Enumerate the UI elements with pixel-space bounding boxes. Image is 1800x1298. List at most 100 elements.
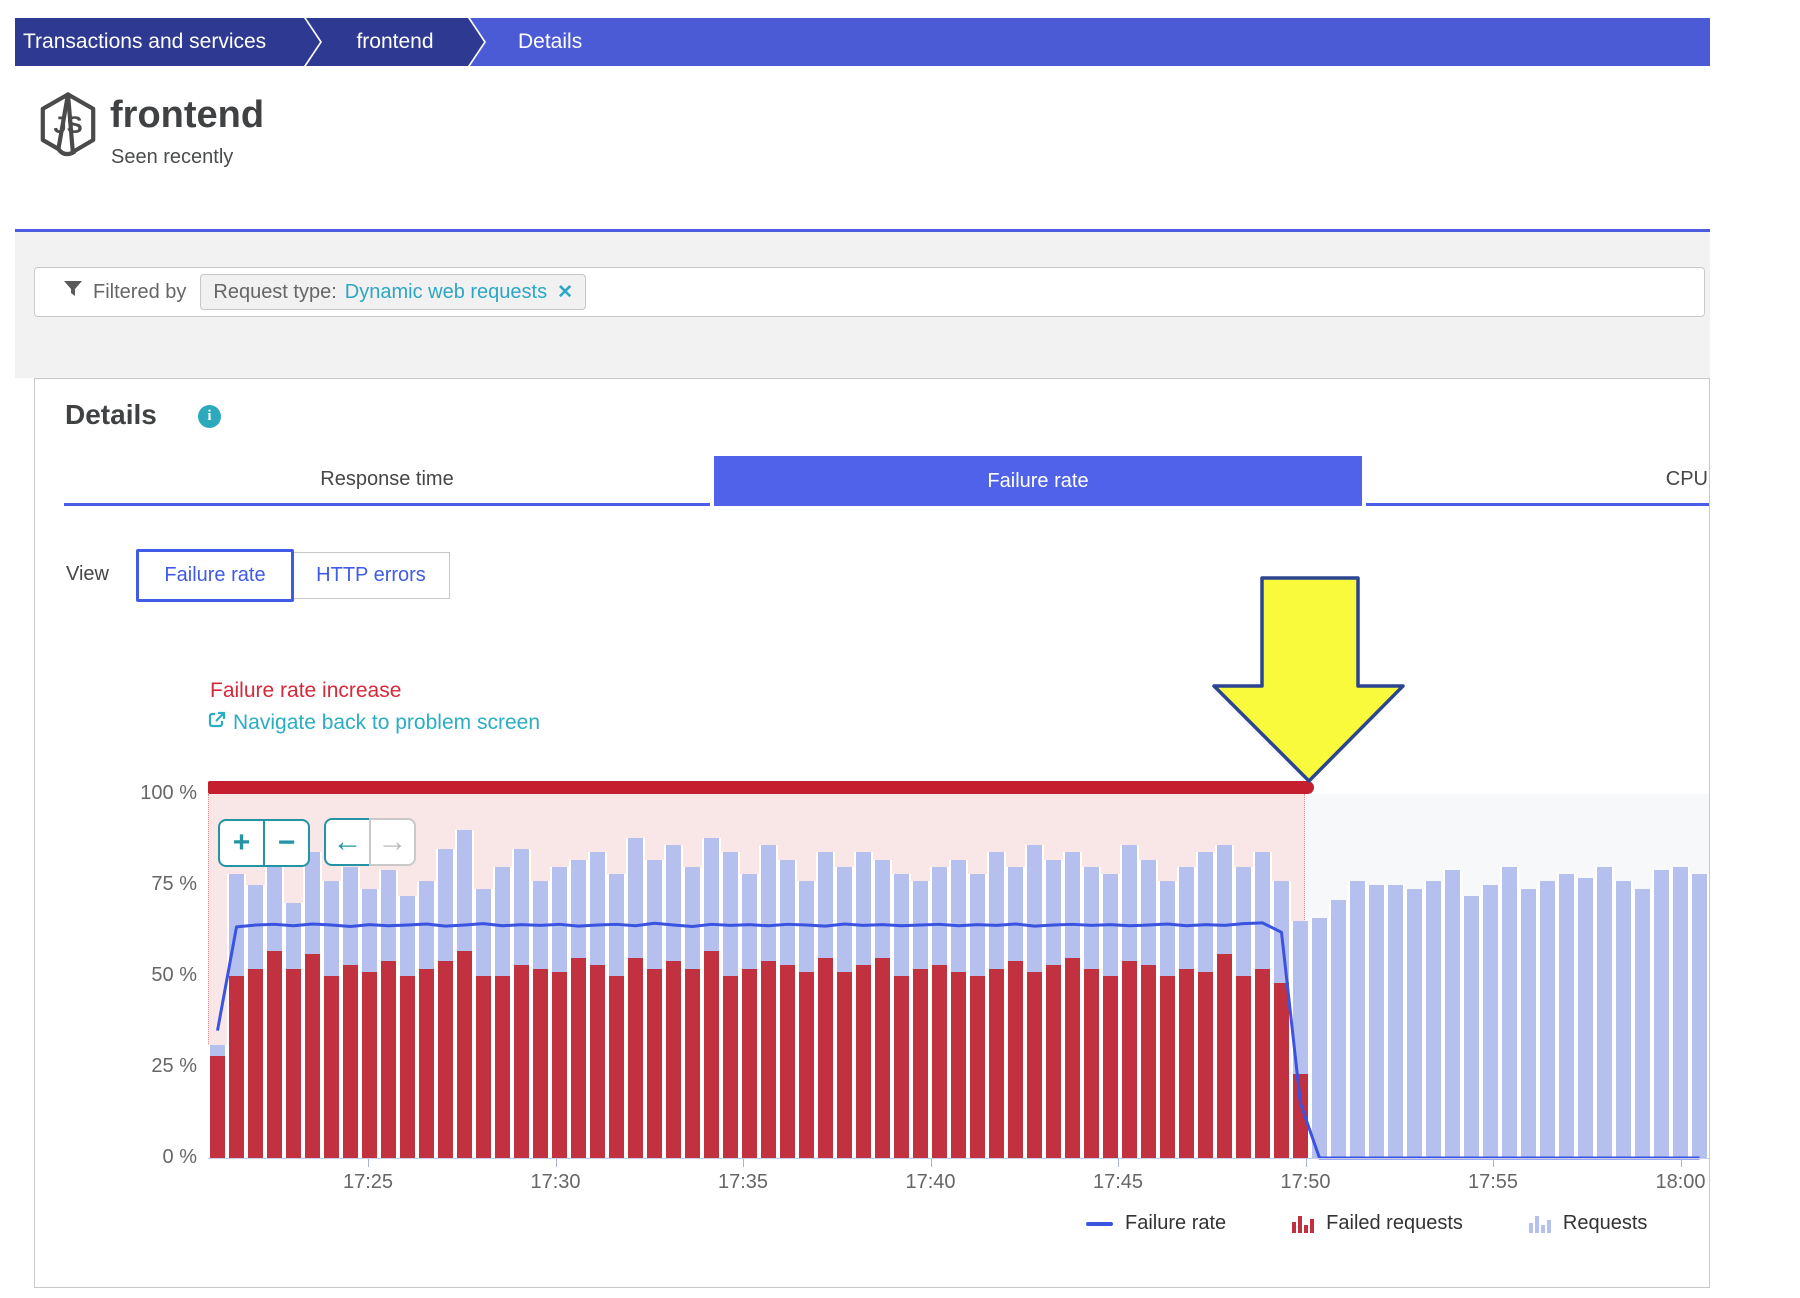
- request-bar-with-failures: [740, 874, 759, 1158]
- x-tick-label: 17:35: [717, 1171, 769, 1193]
- request-bar: [1633, 888, 1652, 1158]
- button-label: Failure rate: [164, 564, 266, 586]
- x-tick-mark: [1680, 1159, 1682, 1167]
- view-failure-rate-button[interactable]: Failure rate: [136, 549, 294, 602]
- request-bar-with-failures: [930, 866, 949, 1158]
- tab-underline: [64, 503, 710, 506]
- header-divider: [15, 229, 1710, 232]
- request-bar-with-failures: [1291, 921, 1310, 1158]
- request-bar: [1386, 885, 1405, 1158]
- legend-label: Requests: [1562, 1212, 1648, 1234]
- zoom-controls: + −: [218, 819, 310, 867]
- request-bar: [1481, 885, 1500, 1158]
- request-bar-with-failures: [1177, 866, 1196, 1158]
- x-tick-mark: [1305, 1159, 1307, 1167]
- breadcrumb-label: frontend: [356, 30, 434, 53]
- request-bar-with-failures: [1063, 852, 1082, 1158]
- request-bar: [1519, 888, 1538, 1158]
- request-bar: [1614, 881, 1633, 1158]
- request-bar-with-failures: [1044, 859, 1063, 1158]
- filter-chip-key: Request type:: [213, 280, 337, 303]
- pan-left-button[interactable]: ←: [324, 818, 371, 866]
- filter-chip-close-icon[interactable]: ✕: [557, 281, 574, 303]
- y-tick-label: 100 %: [140, 782, 197, 804]
- request-bar-with-failures: [1139, 859, 1158, 1158]
- request-bar-with-failures: [265, 855, 284, 1158]
- request-bar-with-failures: [246, 885, 265, 1158]
- tab-response-time[interactable]: Response time: [64, 456, 710, 503]
- request-bar: [1595, 866, 1614, 1158]
- request-bar-with-failures: [531, 881, 550, 1158]
- x-tick-mark: [1118, 1159, 1119, 1167]
- view-label: View: [66, 563, 109, 585]
- legend-label: Failure rate: [1125, 1212, 1227, 1234]
- info-icon[interactable]: i: [198, 405, 221, 428]
- request-bar-with-failures: [645, 859, 664, 1158]
- legend-failure-rate[interactable]: Failure rate: [1086, 1212, 1226, 1235]
- breadcrumb-details[interactable]: Details: [470, 18, 1710, 66]
- zoom-in-button[interactable]: +: [218, 819, 265, 867]
- filtered-by-label: Filtered by: [93, 280, 187, 303]
- red-bars-icon: [1292, 1215, 1315, 1233]
- request-bar-with-failures: [778, 859, 797, 1158]
- legend-failed-requests[interactable]: Failed requests: [1292, 1212, 1463, 1235]
- zoom-out-button[interactable]: −: [263, 819, 310, 867]
- request-bar-with-failures: [455, 830, 474, 1158]
- problem-annotation: Failure rate increase: [210, 679, 402, 702]
- request-bar-with-failures: [721, 852, 740, 1158]
- breadcrumb-frontend[interactable]: frontend: [306, 18, 484, 66]
- chart-legend: Failure rate Failed requests Requests: [1086, 1212, 1647, 1235]
- filter-chip-value: Dynamic web requests: [344, 280, 548, 303]
- navigate-back-link[interactable]: Navigate back to problem screen: [208, 711, 540, 735]
- request-bar: [1405, 888, 1424, 1158]
- legend-requests[interactable]: Requests: [1528, 1212, 1648, 1235]
- view-http-errors-button[interactable]: HTTP errors: [292, 552, 450, 599]
- request-bar-with-failures: [797, 881, 816, 1158]
- request-bar: [1310, 917, 1329, 1158]
- page-title: frontend: [110, 94, 265, 136]
- bars-layer: [208, 794, 1709, 1158]
- failure-rate-line: [216, 921, 1700, 1160]
- request-bar: [1462, 895, 1481, 1158]
- x-tick-label: 17:40: [905, 1171, 956, 1193]
- request-bar: [1367, 885, 1386, 1158]
- x-axis-line: [208, 1158, 1709, 1159]
- request-bar-with-failures: [911, 881, 930, 1158]
- y-tick-label: 75 %: [151, 873, 197, 895]
- breadcrumb-label: Details: [518, 30, 583, 53]
- pan-right-button[interactable]: →: [369, 818, 416, 866]
- tab-cpu[interactable]: CPU: [1366, 456, 1709, 503]
- request-bar-with-failures: [1025, 844, 1044, 1158]
- tab-label: Response time: [320, 468, 454, 490]
- request-bar-with-failures: [1101, 874, 1120, 1158]
- highlight-arrow-icon: [1211, 573, 1411, 790]
- request-bar-with-failures: [398, 895, 417, 1158]
- y-tick-label: 50 %: [151, 964, 197, 986]
- request-bar-with-failures: [968, 874, 987, 1158]
- request-bar-with-failures: [284, 903, 303, 1158]
- x-tick-label: 17:30: [530, 1171, 581, 1193]
- filter-chip[interactable]: Request type: Dynamic web requests ✕: [200, 274, 587, 310]
- x-tick-mark: [555, 1159, 557, 1167]
- problem-duration-bar: [208, 781, 1314, 794]
- breadcrumb-transactions-and-services[interactable]: Transactions and services: [15, 18, 320, 66]
- request-bar-with-failures: [835, 866, 854, 1158]
- details-panel: Details i Response time Failure rate CPU…: [34, 378, 1710, 1288]
- request-bar-with-failures: [341, 866, 360, 1158]
- request-bar-with-failures: [1215, 844, 1234, 1158]
- tab-label: CPU: [1665, 468, 1708, 490]
- tab-label: Failure rate: [987, 469, 1089, 492]
- request-bar: [1424, 881, 1443, 1158]
- chart-plot-area: [208, 794, 1709, 1160]
- request-bar: [1443, 870, 1462, 1158]
- request-bar-with-failures: [417, 881, 436, 1158]
- request-bar-with-failures: [569, 859, 588, 1158]
- request-bar-with-failures: [626, 837, 645, 1158]
- blue-bars-icon: [1528, 1215, 1551, 1233]
- request-bar-with-failures: [873, 859, 892, 1158]
- button-label: HTTP errors: [316, 564, 426, 586]
- request-bar-with-failures: [1158, 881, 1177, 1158]
- breadcrumb-label: Transactions and services: [23, 30, 267, 53]
- tab-failure-rate[interactable]: Failure rate: [714, 456, 1362, 506]
- request-bar-with-failures: [1196, 852, 1215, 1158]
